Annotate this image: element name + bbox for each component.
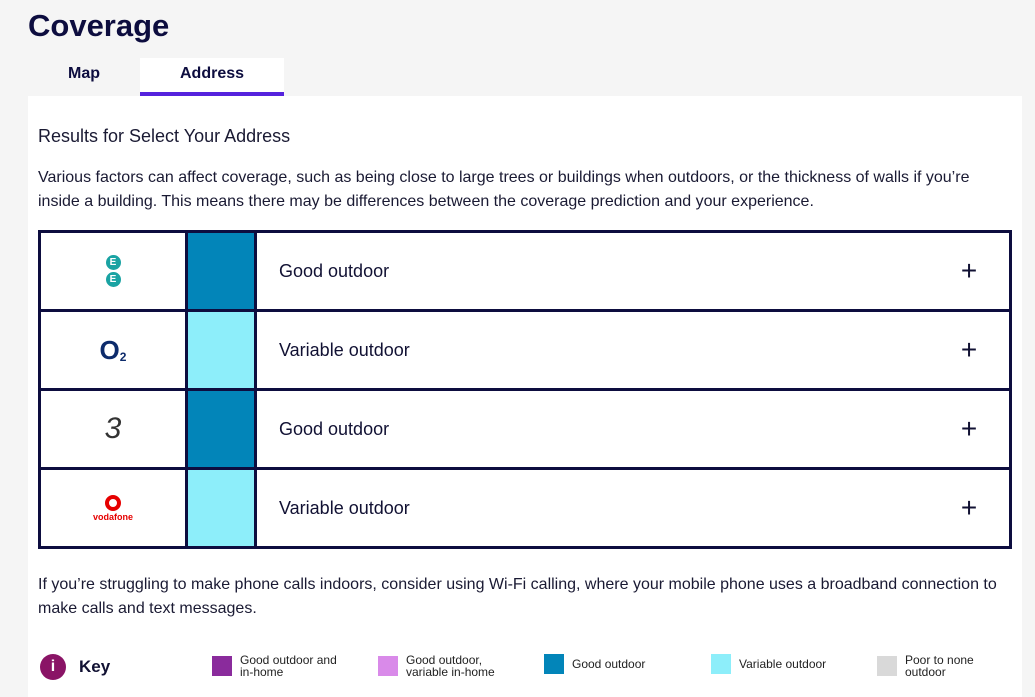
coverage-swatch bbox=[188, 233, 257, 309]
key-item: Variable outdoor bbox=[711, 654, 859, 674]
operator-row: vodafone Variable outdoor + bbox=[41, 467, 1009, 546]
key-label: Poor to none outdoor bbox=[905, 653, 974, 679]
operator-row: E E Good outdoor + bbox=[41, 233, 1009, 309]
page-title: Coverage bbox=[28, 8, 170, 43]
key: i Key Good outdoor and in-home Good outdo… bbox=[40, 652, 1015, 682]
key-label: Good outdoor, variable in-home bbox=[406, 653, 495, 679]
coverage-status: Good outdoor bbox=[279, 260, 390, 281]
key-swatch bbox=[378, 656, 398, 676]
coverage-status: Variable outdoor bbox=[279, 339, 410, 360]
operator-logo: 3 bbox=[41, 391, 188, 467]
key-swatch bbox=[544, 654, 564, 674]
coverage-swatch bbox=[188, 470, 257, 546]
key-label: Good outdoor and in-home bbox=[240, 653, 337, 679]
coverage-status: Good outdoor bbox=[279, 418, 390, 439]
logo-text: E bbox=[105, 272, 121, 287]
operator-row: O 2 Variable outdoor + bbox=[41, 309, 1009, 388]
info-icon: i bbox=[40, 654, 66, 680]
key-item: Good outdoor bbox=[544, 654, 692, 674]
key-item: Good outdoor and in-home bbox=[212, 654, 350, 678]
logo-mark: vodafone bbox=[92, 494, 133, 522]
logo-text: vodafone bbox=[92, 511, 133, 522]
tab[interactable]: Address bbox=[140, 58, 284, 97]
logo-text: E bbox=[105, 255, 121, 270]
key-label: Variable outdoor bbox=[739, 657, 827, 671]
key-label: Good outdoor bbox=[572, 657, 646, 671]
results-panel: Results for Select Your Address Various … bbox=[28, 96, 1022, 697]
expand-button[interactable]: + bbox=[960, 413, 978, 444]
key-title: Key bbox=[79, 657, 111, 676]
logo-text: 3 bbox=[104, 412, 122, 445]
operator-row: 3 Good outdoor + bbox=[41, 388, 1009, 467]
key-swatch bbox=[877, 656, 897, 676]
key-item: Poor to none outdoor bbox=[877, 654, 985, 678]
key-swatch bbox=[711, 654, 731, 674]
tab[interactable]: Map bbox=[68, 65, 100, 82]
results-heading: Results for Select Your Address bbox=[38, 126, 291, 146]
wifi-note: If you’re struggling to make phone calls… bbox=[38, 576, 997, 617]
expand-button[interactable]: + bbox=[960, 255, 978, 286]
key-item: Good outdoor, variable in-home bbox=[378, 654, 516, 678]
expand-button[interactable]: + bbox=[960, 334, 978, 365]
expand-button[interactable]: + bbox=[960, 492, 978, 523]
key-swatch bbox=[212, 656, 232, 676]
tab-bar: Map Address bbox=[28, 58, 284, 97]
coverage-swatch bbox=[188, 391, 257, 467]
coverage-status: Variable outdoor bbox=[279, 497, 410, 518]
operator-table: E E Good outdoor + O 2 Variable outdoor +3 Good … bbox=[38, 230, 1012, 549]
logo-text: 2 bbox=[119, 350, 127, 364]
operator-logo: vodafone bbox=[41, 470, 188, 546]
logo-text: O bbox=[99, 335, 120, 365]
logo-mark: 3 bbox=[105, 414, 122, 444]
vodafone-symbol bbox=[104, 494, 121, 511]
results-intro: Various factors can affect coverage, suc… bbox=[38, 169, 970, 210]
coverage-swatch bbox=[188, 312, 257, 388]
